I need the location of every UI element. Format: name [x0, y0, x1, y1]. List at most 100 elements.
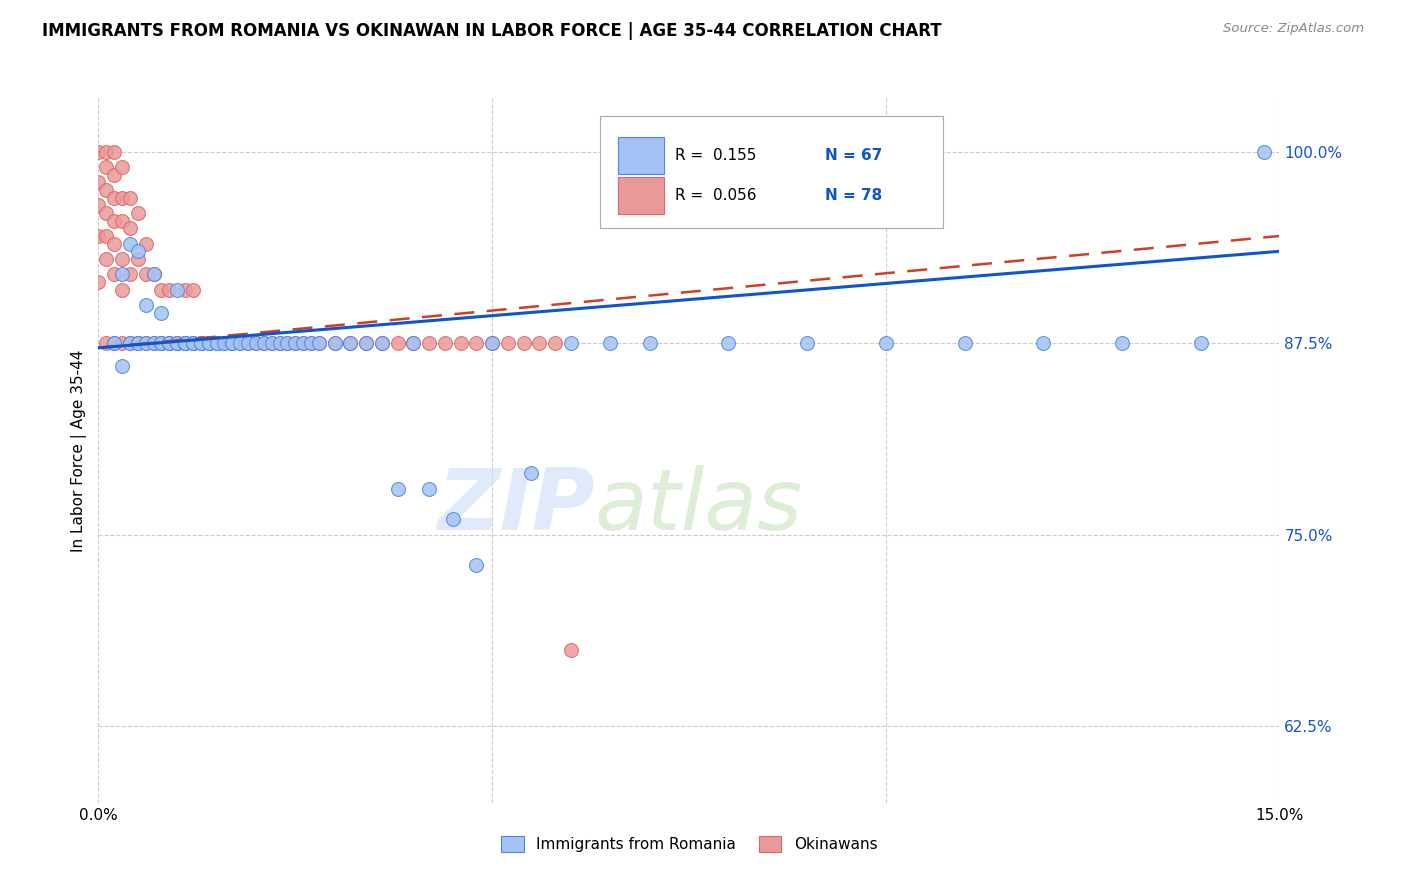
Point — [529, 336, 551, 351]
Point — [96, 252, 118, 266]
Point — [371, 336, 394, 351]
Point — [118, 191, 141, 205]
Point — [118, 336, 141, 351]
Point — [402, 336, 425, 351]
Point — [142, 267, 165, 281]
Point — [166, 336, 188, 351]
Point — [236, 336, 259, 351]
Point — [253, 336, 276, 351]
Point — [520, 467, 543, 481]
Point — [96, 336, 118, 351]
Point — [354, 336, 377, 351]
Point — [402, 336, 425, 351]
Point — [87, 145, 110, 159]
Point — [111, 191, 134, 205]
Point — [174, 336, 197, 351]
Point — [292, 336, 315, 351]
Point — [465, 336, 488, 351]
Point — [717, 336, 740, 351]
Point — [103, 336, 125, 351]
Point — [418, 336, 440, 351]
Point — [260, 336, 283, 351]
Point — [371, 336, 394, 351]
Point — [150, 305, 173, 319]
Point — [512, 336, 534, 351]
Y-axis label: In Labor Force | Age 35-44: In Labor Force | Age 35-44 — [72, 350, 87, 551]
Point — [127, 206, 149, 220]
Text: R =  0.155: R = 0.155 — [675, 148, 756, 162]
Point — [174, 336, 197, 351]
Point — [150, 336, 173, 351]
Point — [96, 206, 118, 220]
Point — [111, 160, 134, 174]
Point — [339, 336, 361, 351]
Point — [135, 298, 157, 312]
Point — [245, 336, 267, 351]
Point — [299, 336, 322, 351]
Point — [260, 336, 283, 351]
Point — [276, 336, 298, 351]
Legend: Immigrants from Romania, Okinawans: Immigrants from Romania, Okinawans — [495, 830, 883, 859]
Point — [174, 283, 197, 297]
Point — [284, 336, 307, 351]
FancyBboxPatch shape — [619, 177, 664, 214]
Point — [96, 145, 118, 159]
Point — [214, 336, 236, 351]
Text: Source: ZipAtlas.com: Source: ZipAtlas.com — [1223, 22, 1364, 36]
Point — [481, 336, 503, 351]
Point — [875, 336, 897, 351]
Point — [127, 252, 149, 266]
Point — [166, 336, 188, 351]
Point — [205, 336, 228, 351]
Point — [111, 359, 134, 374]
Point — [544, 336, 567, 351]
Point — [481, 336, 503, 351]
Point — [284, 336, 307, 351]
Point — [111, 252, 134, 266]
Point — [354, 336, 377, 351]
Point — [150, 336, 173, 351]
Point — [96, 229, 118, 244]
Point — [323, 336, 346, 351]
Point — [111, 213, 134, 227]
Point — [174, 336, 197, 351]
Point — [111, 336, 134, 351]
Point — [157, 336, 180, 351]
Point — [127, 336, 149, 351]
Point — [111, 283, 134, 297]
Point — [181, 336, 204, 351]
Point — [560, 336, 582, 351]
Point — [96, 183, 118, 197]
Point — [157, 283, 180, 297]
Point — [496, 336, 519, 351]
Point — [111, 267, 134, 281]
Point — [142, 336, 165, 351]
Point — [229, 336, 252, 351]
Point — [118, 236, 141, 251]
Point — [418, 482, 440, 496]
Point — [181, 283, 204, 297]
Point — [221, 336, 243, 351]
Text: IMMIGRANTS FROM ROMANIA VS OKINAWAN IN LABOR FORCE | AGE 35-44 CORRELATION CHART: IMMIGRANTS FROM ROMANIA VS OKINAWAN IN L… — [42, 22, 942, 40]
Point — [142, 267, 165, 281]
Point — [953, 336, 976, 351]
FancyBboxPatch shape — [600, 116, 943, 228]
Point — [441, 512, 464, 526]
Text: atlas: atlas — [595, 466, 803, 549]
Point — [638, 336, 661, 351]
Point — [1253, 145, 1275, 159]
Point — [181, 336, 204, 351]
Point — [103, 145, 125, 159]
Point — [339, 336, 361, 351]
Point — [465, 558, 488, 573]
Point — [276, 336, 298, 351]
Point — [103, 168, 125, 182]
Point — [205, 336, 228, 351]
Point — [103, 336, 125, 351]
Point — [166, 336, 188, 351]
Point — [118, 221, 141, 235]
Point — [103, 191, 125, 205]
Point — [118, 336, 141, 351]
Point — [253, 336, 276, 351]
Point — [599, 336, 621, 351]
